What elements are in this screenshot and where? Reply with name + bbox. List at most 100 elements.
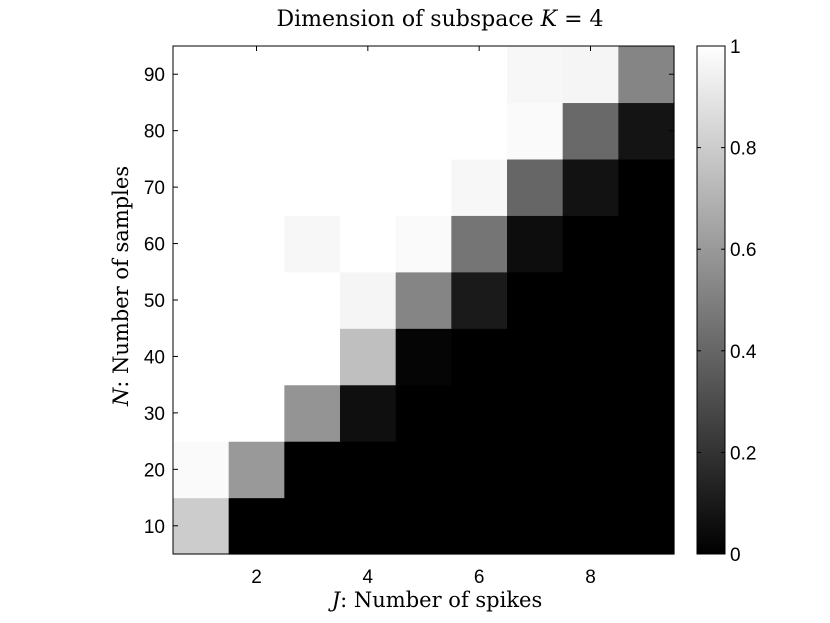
y-tick-label: 30	[144, 404, 165, 425]
chart-title-prefix: Dimension of subspace	[276, 7, 540, 32]
heatmap-cell	[507, 158, 564, 216]
heatmap-cell	[173, 441, 230, 499]
x-axis-title-symbol: J	[328, 588, 342, 612]
heatmap-cell	[507, 384, 564, 442]
heatmap-cell	[228, 102, 285, 160]
heatmap-cell	[451, 497, 508, 555]
y-tick-label: 50	[144, 291, 165, 312]
heatmap-cell	[284, 384, 341, 442]
heatmap-cell	[562, 271, 619, 329]
heatmap-cell	[618, 158, 675, 216]
heatmap-cell	[451, 215, 508, 273]
heatmap-cell	[228, 328, 285, 386]
y-tick-label: 40	[144, 347, 165, 368]
heatmap-cell	[618, 384, 675, 442]
x-tick-label: 2	[251, 567, 262, 588]
x-tick-label: 4	[363, 567, 374, 588]
x-axis-title: J: Number of spikes	[328, 588, 543, 612]
heatmap-cell	[228, 215, 285, 273]
x-tick-label: 6	[474, 567, 485, 588]
heatmap-cell	[395, 215, 452, 273]
heatmap-cell	[340, 328, 397, 386]
heatmap-cell	[173, 384, 230, 442]
heatmap-cell	[173, 497, 230, 555]
heatmap-cell	[340, 271, 397, 329]
y-axis-title-text: : Number of samples	[109, 166, 133, 388]
heatmap-cell	[284, 497, 341, 555]
heatmap-cell	[340, 384, 397, 442]
heatmap-cell	[228, 271, 285, 329]
y-tick-label: 10	[144, 517, 165, 538]
colorbar-tick-label: 0.6	[730, 240, 756, 261]
heatmap-cell	[173, 328, 230, 386]
heatmap-cell	[562, 102, 619, 160]
heatmap-cell	[284, 271, 341, 329]
heatmap-cell	[395, 441, 452, 499]
x-axis-title-text: : Number of spikes	[340, 588, 542, 612]
y-axis-title-symbol: N	[109, 387, 133, 407]
heatmap-cells	[173, 46, 675, 555]
heatmap-cell	[451, 271, 508, 329]
heatmap-cell	[507, 497, 564, 555]
heatmap-cell	[395, 46, 452, 104]
chart-title-symbol: K	[540, 7, 559, 32]
x-axis-ticks: 2 4 6 8	[251, 46, 596, 588]
heatmap-cell	[562, 328, 619, 386]
colorbar-tick-label: 0.8	[730, 139, 756, 160]
heatmap-cell	[340, 497, 397, 555]
y-axis-ticks: 10 20 30 40 50 60 70 80 90	[144, 65, 674, 538]
heatmap-cell	[284, 215, 341, 273]
heatmap-cell	[395, 158, 452, 216]
heatmap-cell	[507, 102, 564, 160]
heatmap-cell	[284, 158, 341, 216]
heatmap-cell	[618, 215, 675, 273]
y-axis-title: N: Number of samples	[109, 166, 133, 407]
chart-title: Dimension of subspace K = 4	[276, 7, 603, 32]
colorbar	[696, 45, 726, 555]
heatmap-cell	[228, 158, 285, 216]
heatmap-cell	[451, 384, 508, 442]
heatmap-cell	[451, 46, 508, 104]
heatmap-cell	[562, 441, 619, 499]
heatmap-cell	[228, 384, 285, 442]
heatmap-cell	[340, 46, 397, 104]
colorbar-tick-label: 1	[730, 37, 741, 58]
heatmap-cell	[173, 271, 230, 329]
heatmap-cell	[228, 497, 285, 555]
heatmap-cell	[562, 215, 619, 273]
heatmap-cell	[395, 497, 452, 555]
heatmap-cell	[395, 102, 452, 160]
heatmap-cell	[618, 46, 675, 104]
heatmap-cell	[395, 328, 452, 386]
colorbar-tick-label: 0	[730, 545, 741, 566]
heatmap-cell	[173, 158, 230, 216]
heatmap-cell	[618, 497, 675, 555]
heatmap-cell	[562, 497, 619, 555]
heatmap-cell	[507, 271, 564, 329]
y-tick-label: 20	[144, 460, 165, 481]
heatmap-cell	[395, 271, 452, 329]
heatmap-cell	[618, 271, 675, 329]
y-tick-label: 90	[144, 65, 165, 86]
colorbar-tick-label: 0.4	[730, 342, 757, 363]
heatmap-cell	[507, 215, 564, 273]
heatmap-cell	[340, 215, 397, 273]
heatmap-cell	[284, 328, 341, 386]
heatmap-cell	[451, 102, 508, 160]
y-tick-label: 60	[144, 235, 165, 256]
heatmap-cell	[340, 102, 397, 160]
heatmap-cell	[618, 328, 675, 386]
y-tick-label: 80	[144, 122, 165, 143]
colorbar-tick-label: 0.2	[730, 443, 756, 464]
heatmap-cell	[618, 441, 675, 499]
heatmap-cell	[173, 102, 230, 160]
heatmap-cell	[507, 46, 564, 104]
heatmap-cell	[618, 102, 675, 160]
heatmap-cell	[173, 46, 230, 104]
heatmap-cell	[340, 441, 397, 499]
heatmap-cell	[395, 384, 452, 442]
heatmap-cell	[340, 158, 397, 216]
heatmap-cell	[284, 102, 341, 160]
heatmap-cell	[284, 46, 341, 104]
colorbar-ticks: 0 0.2 0.4 0.6 0.8 1	[697, 37, 757, 566]
